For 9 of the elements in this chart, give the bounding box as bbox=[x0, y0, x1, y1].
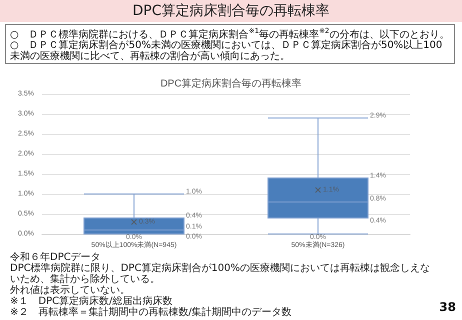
text: DPC算定病床割合毎の再転棟率 bbox=[160, 78, 302, 90]
text: 外れ値は表示していない。 bbox=[10, 285, 131, 296]
text: ※２ 再転棟率＝集計期間中の再転棟数/集計期間中のデータ数 bbox=[10, 307, 293, 318]
text: 令和６年DPCデータ bbox=[10, 252, 102, 263]
text: DPC標準病院群に限り、DPC算定病床割合が100%の医療機関においては再転棟は観念しえないため、集計から除外している。 bbox=[10, 263, 430, 285]
chart-title: DPC算定病床割合毎の再転棟率 bbox=[0, 0, 462, 22]
text: 38 bbox=[439, 300, 456, 314]
chart-subtitle: ○ ＤＰＣ標準病院群における、ＤＰＣ算定病床割合$^{※1}$毎の再転棟率$^{※2}$の分布は、以下のとおり。 ○ ＤＰＣ算定病床割合が50%未満の医療機関においては、ＤＰＣ算定病床割合が50%以上100未満の医療機関に比べて、再転棟の割合が高い傾向にあった。 bbox=[5, 24, 455, 64]
text: ※１ DPC算定病床数/総届出病床数 bbox=[10, 296, 172, 307]
